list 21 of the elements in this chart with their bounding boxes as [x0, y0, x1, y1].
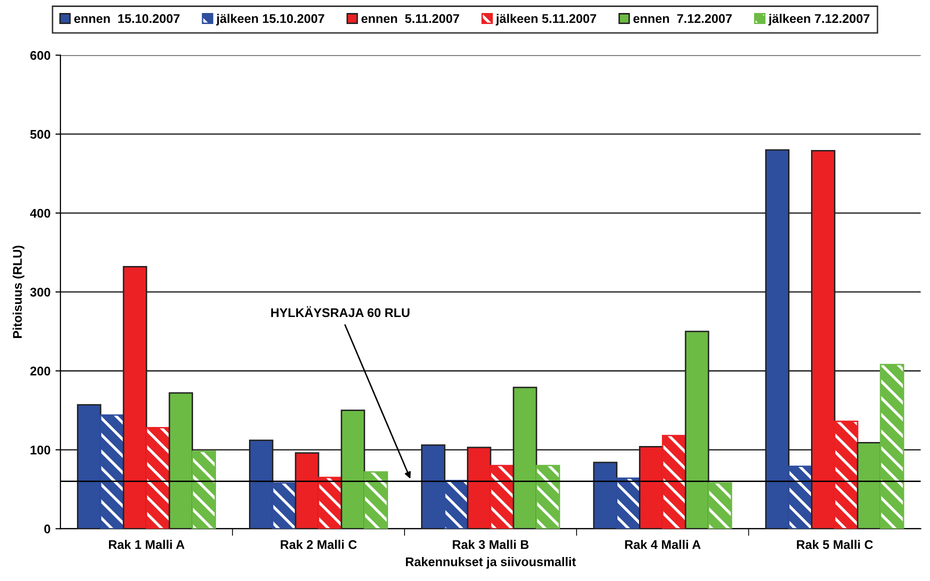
y-axis-title: Pitoisuus (RLU) [12, 246, 24, 338]
y-tick-label: 600 [30, 50, 50, 60]
y-tick-label: 500 [30, 130, 50, 139]
x-axis-title: Rakennukset ja siivousmallit [406, 557, 576, 569]
legend-label: jälkeen 7.12.2007 [768, 14, 870, 26]
legend-label: ennen 15.10.2007 [74, 14, 180, 23]
x-tick-label: Rak 1 Malli A [108, 540, 184, 550]
legend-label: jälkeen 5.11.2007 [496, 14, 596, 26]
ref-line-label: HYLKÄYSRAJA 60 RLU [271, 306, 410, 318]
legend-label: ennen 5.11.2007 [361, 14, 460, 23]
x-tick-label: Rak 4 Malli A [625, 540, 701, 550]
y-tick-label: 0 [44, 524, 50, 534]
y-tick-label: 400 [30, 208, 50, 218]
legend-label: ennen 7.12.2007 [633, 14, 732, 23]
y-tick-label: 100 [30, 446, 50, 454]
legend-label: jälkeen 15.10.2007 [216, 14, 324, 26]
x-tick-label: Rak 5 Malli C [796, 540, 873, 550]
y-tick-label: 200 [30, 366, 50, 376]
x-tick-label: Rak 3 Malli B [452, 540, 529, 550]
y-tick-label: 300 [30, 288, 50, 297]
x-tick-label: Rak 2 Malli C [280, 540, 357, 550]
